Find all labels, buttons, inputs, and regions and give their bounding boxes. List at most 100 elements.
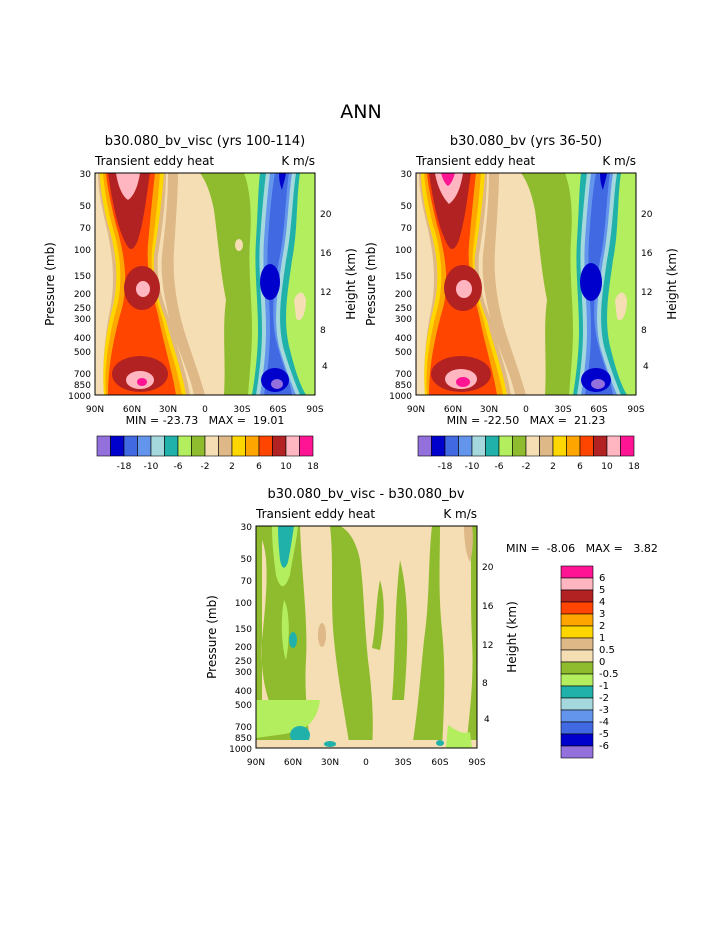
panel-2-y-axis: 30 50 70 100 150 200 250 300 400 500 700… xyxy=(364,170,412,402)
colorbar-label: 6 xyxy=(256,462,262,472)
colorbar-label: -10 xyxy=(144,462,159,472)
colorbar-label: 4 xyxy=(599,597,605,608)
panel-3-ylabel-right: Height (km) xyxy=(505,601,519,672)
panel-1-ytick: 100 xyxy=(74,246,91,256)
panel-1-ylabel-right: Height (km) xyxy=(344,248,358,319)
panel-1-xtick: 60N xyxy=(123,405,141,415)
panel-2-xtick: 60N xyxy=(444,405,462,415)
panel-3-ytick: 70 xyxy=(241,577,253,587)
panel-3-xtick: 0 xyxy=(363,758,369,768)
panel-3-ytick: 100 xyxy=(235,599,252,609)
colorbar-label: 1 xyxy=(599,633,605,644)
colorbar-swatch xyxy=(458,435,473,457)
panel-3-ytick: 30 xyxy=(241,523,253,533)
colorbar-label: 5 xyxy=(599,585,605,596)
colorbar-swatch xyxy=(560,613,594,627)
panel-2-min-max: MIN = -22.50 MAX = 21.23 xyxy=(447,414,606,427)
colorbar-swatch xyxy=(525,435,540,457)
panel-3-ylabel: Pressure (mb) xyxy=(205,595,219,679)
panel-1-ylabel: Pressure (mb) xyxy=(43,242,57,326)
panel-1: b30.080_bv_visc (yrs 100-114) Transient … xyxy=(43,134,358,472)
panel-1-subtitle-right: K m/s xyxy=(281,154,315,168)
panel-1-min-max: MIN = -23.73 MAX = 19.01 xyxy=(126,414,285,427)
panel-1-height-tick: 12 xyxy=(320,288,331,298)
colorbar-label: -5 xyxy=(599,729,609,740)
colorbar-swatch xyxy=(560,649,594,663)
colorbar-label: -18 xyxy=(117,462,132,472)
panel-1-colorbar: -18 -10 -6 -2 2 6 10 18 xyxy=(96,435,319,472)
panel-3-ytick: 700 xyxy=(235,723,252,733)
panel-2-ytick: 500 xyxy=(395,348,412,358)
panel-2-ytick: 400 xyxy=(395,334,412,344)
panel-1-ytick: 700 xyxy=(74,370,91,380)
colorbar-swatch xyxy=(560,601,594,615)
colorbar-swatch xyxy=(560,577,594,591)
colorbar-swatch xyxy=(560,565,594,579)
colorbar-swatch xyxy=(560,673,594,687)
panel-1-height-tick: 8 xyxy=(320,326,326,336)
colorbar-label: 10 xyxy=(601,462,613,472)
panel-2-height-tick: 12 xyxy=(641,288,652,298)
panel-1-ytick: 70 xyxy=(80,224,92,234)
colorbar-swatch xyxy=(560,589,594,603)
colorbar-swatch xyxy=(191,435,206,457)
panel-2-ylabel-right: Height (km) xyxy=(665,248,679,319)
colorbar-label: 3 xyxy=(599,609,605,620)
colorbar-swatch xyxy=(245,435,260,457)
colorbar-swatch xyxy=(123,435,138,457)
panel-2-xtick: 30S xyxy=(554,405,571,415)
colorbar-swatch xyxy=(231,435,246,457)
panel-2-ylabel: Pressure (mb) xyxy=(364,242,378,326)
panel-3-right-axis: 20 16 12 8 4 Height (km) xyxy=(482,563,519,725)
panel-1-ytick: 150 xyxy=(74,272,91,282)
panel-2-subtitle-right: K m/s xyxy=(602,154,636,168)
colorbar-swatch xyxy=(485,435,500,457)
panel-2-xtick: 60S xyxy=(590,405,607,415)
panel-3-height-tick: 16 xyxy=(482,602,494,612)
colorbar-swatch xyxy=(512,435,527,457)
panel-2-xtick: 90N xyxy=(407,405,425,415)
panel-1-xtick: 0 xyxy=(202,405,208,415)
panel-2: b30.080_bv (yrs 36-50) Transient eddy he… xyxy=(364,134,679,472)
colorbar-swatch xyxy=(258,435,273,457)
page-title: ANN xyxy=(340,101,381,123)
panel-1-height-tick: 20 xyxy=(320,210,332,220)
panel-3-ytick: 200 xyxy=(235,643,252,653)
colorbar-swatch xyxy=(620,435,635,457)
colorbar-swatch xyxy=(593,435,608,457)
panel-3-height-tick: 8 xyxy=(482,679,488,689)
panel-3-xtick: 90S xyxy=(468,758,485,768)
panel-3-xtick: 60N xyxy=(284,758,302,768)
panel-2-contours xyxy=(416,173,636,395)
panel-1-xtick: 90S xyxy=(306,405,323,415)
panel-3-ytick: 150 xyxy=(235,625,252,635)
panel-3-subtitle-left: Transient eddy heat xyxy=(255,507,375,521)
panel-1-ytick: 300 xyxy=(74,315,91,325)
colorbar-label: -3 xyxy=(599,705,609,716)
panel-2-height-tick: 8 xyxy=(641,326,647,336)
panel-1-xtick: 60S xyxy=(269,405,286,415)
colorbar-label: 6 xyxy=(599,573,605,584)
colorbar-label: -0.5 xyxy=(599,669,619,680)
colorbar-swatch xyxy=(150,435,165,457)
panel-3-y-axis: 30 50 70 100 150 200 250 300 400 500 700… xyxy=(205,523,252,755)
panel-1-x-axis: 90N 60N 30N 0 30S 60S 90S xyxy=(86,405,324,415)
panel-1-ytick: 850 xyxy=(74,381,91,391)
colorbar-swatch xyxy=(204,435,219,457)
colorbar-swatch xyxy=(471,435,486,457)
panel-1-ytick: 400 xyxy=(74,334,91,344)
panel-3-min-max: MIN = -8.06 MAX = 3.82 xyxy=(506,542,658,555)
colorbar-label: -2 xyxy=(522,462,531,472)
colorbar-swatch xyxy=(560,745,594,759)
panel-3-height-tick: 12 xyxy=(482,641,493,651)
panel-1-xtick: 30S xyxy=(233,405,250,415)
panel-1-ytick: 250 xyxy=(74,304,91,314)
colorbar-swatch xyxy=(285,435,300,457)
panel-2-xtick: 0 xyxy=(523,405,529,415)
colorbar-swatch xyxy=(110,435,125,457)
colorbar-swatch xyxy=(560,721,594,735)
panel-1-ytick: 30 xyxy=(80,170,92,180)
colorbar-label: -10 xyxy=(465,462,480,472)
